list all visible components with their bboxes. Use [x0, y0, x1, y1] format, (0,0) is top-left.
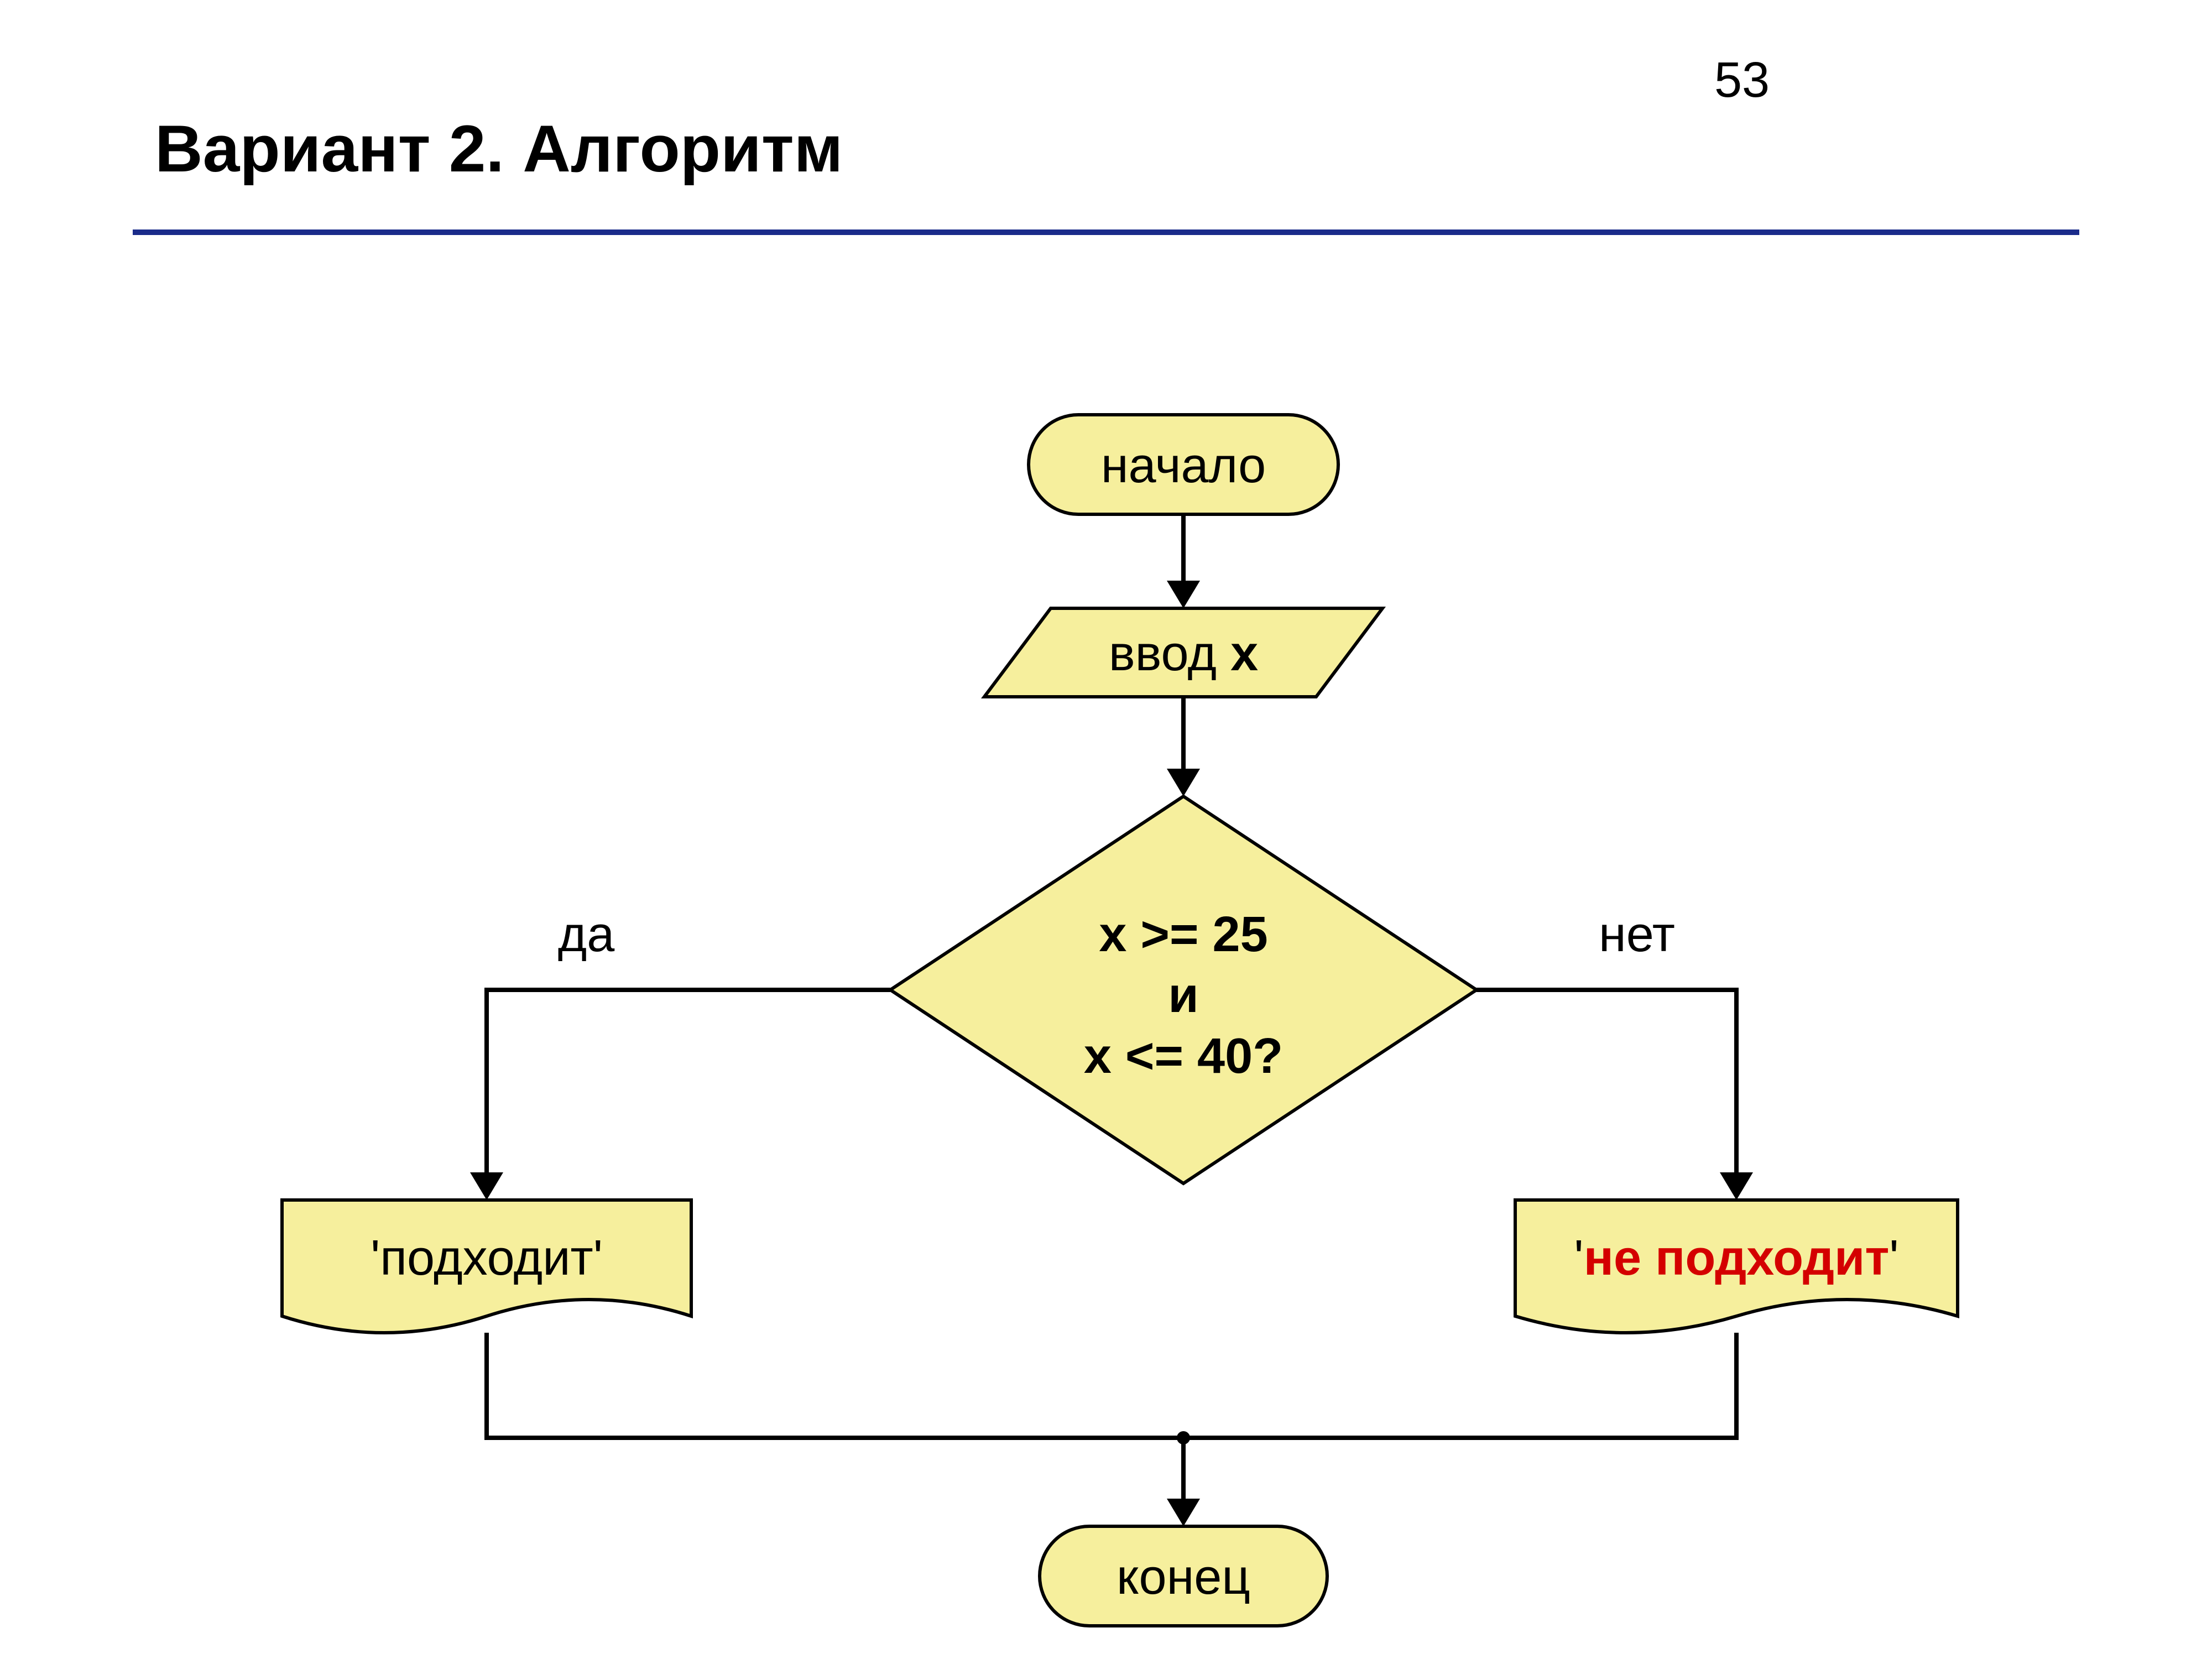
- node-input-prefix: ввод: [1109, 626, 1230, 681]
- decision-line2: и: [1168, 968, 1198, 1023]
- node-decision: x >= 25 и x <= 40?: [890, 796, 1477, 1183]
- branch-label-yes: да: [558, 907, 615, 962]
- arrow-input-to-decision: [1167, 697, 1200, 796]
- no-output-text: не подходит: [1584, 1230, 1890, 1286]
- yes-output-text: 'подходит': [371, 1230, 603, 1286]
- no-output-prefix: ': [1574, 1230, 1583, 1286]
- page-number: 53: [1714, 53, 1770, 108]
- decision-line1: x >= 25: [1099, 907, 1267, 962]
- node-no-output: 'не подходит': [1515, 1200, 1958, 1333]
- no-output-suffix: ': [1889, 1230, 1898, 1286]
- svg-text:ввод x: ввод x: [1109, 626, 1258, 681]
- node-input: ввод x: [984, 608, 1383, 697]
- page-title: Вариант 2. Алгоритм: [155, 112, 843, 186]
- node-start-label: начало: [1101, 438, 1266, 493]
- branch-label-no: нет: [1599, 907, 1675, 962]
- node-end: конец: [1040, 1526, 1327, 1626]
- node-input-var: x: [1230, 626, 1258, 681]
- arrow-join-to-end: [1167, 1438, 1200, 1526]
- node-end-label: конец: [1117, 1550, 1250, 1605]
- decision-line3: x <= 40?: [1084, 1029, 1283, 1084]
- node-start: начало: [1029, 415, 1338, 514]
- svg-text:'не подходит': 'не подходит': [1574, 1230, 1898, 1286]
- arrow-decision-to-no: [1477, 990, 1753, 1200]
- arrow-start-to-input: [1167, 514, 1200, 608]
- arrow-yes-to-join: [487, 1333, 1183, 1438]
- arrow-no-to-join: [1183, 1333, 1736, 1438]
- arrow-decision-to-yes: [470, 990, 890, 1200]
- node-yes-output: 'подходит': [282, 1200, 691, 1333]
